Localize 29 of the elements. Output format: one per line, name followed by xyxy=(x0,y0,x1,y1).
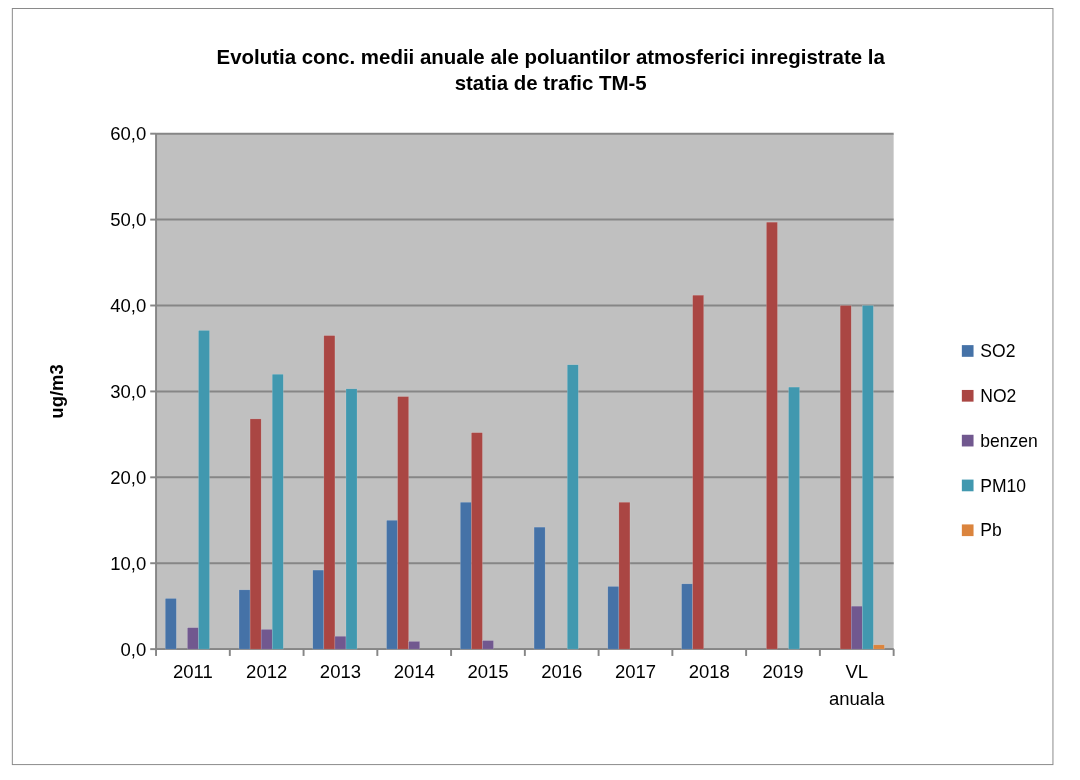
y-axis-title: ug/m3 xyxy=(45,364,67,419)
y-tick-label: 60,0 xyxy=(110,123,147,145)
x-tick-label: 2016 xyxy=(541,661,583,683)
legend-label: SO2 xyxy=(980,341,1016,362)
legend-label: PM10 xyxy=(980,475,1027,496)
x-tick-label: 2018 xyxy=(688,661,730,683)
bar xyxy=(766,221,778,650)
y-tick-label: 10,0 xyxy=(110,552,147,574)
legend-label: Pb xyxy=(980,520,1002,541)
x-tick-label: 2011 xyxy=(173,661,213,683)
legend-label: benzen xyxy=(980,430,1038,451)
y-tick-label: 30,0 xyxy=(110,380,147,402)
bar xyxy=(165,598,177,650)
x-tick-label: 2015 xyxy=(467,661,509,683)
chart-title: Evolutia conc. medii anuale ale poluantilor atmosferici inregistrate la statia de trafic TM-5 xyxy=(216,44,886,94)
bar xyxy=(567,364,579,650)
x-tick-label: 2014 xyxy=(393,661,435,683)
x-tick-label: VL anuala xyxy=(828,661,886,709)
x-tick-label: 2017 xyxy=(614,661,657,683)
y-tick-label: 20,0 xyxy=(110,466,147,488)
y-tick-label: 50,0 xyxy=(110,209,147,231)
y-tick-label: 40,0 xyxy=(110,294,147,316)
bar xyxy=(533,526,546,650)
x-tick-label: 2012 xyxy=(246,661,288,683)
legend-label: NO2 xyxy=(980,385,1017,406)
x-tick-label: 2013 xyxy=(319,661,362,683)
y-tick-label: 0,0 xyxy=(120,638,147,660)
x-tick-label: 2019 xyxy=(762,661,804,683)
bar xyxy=(788,386,800,650)
